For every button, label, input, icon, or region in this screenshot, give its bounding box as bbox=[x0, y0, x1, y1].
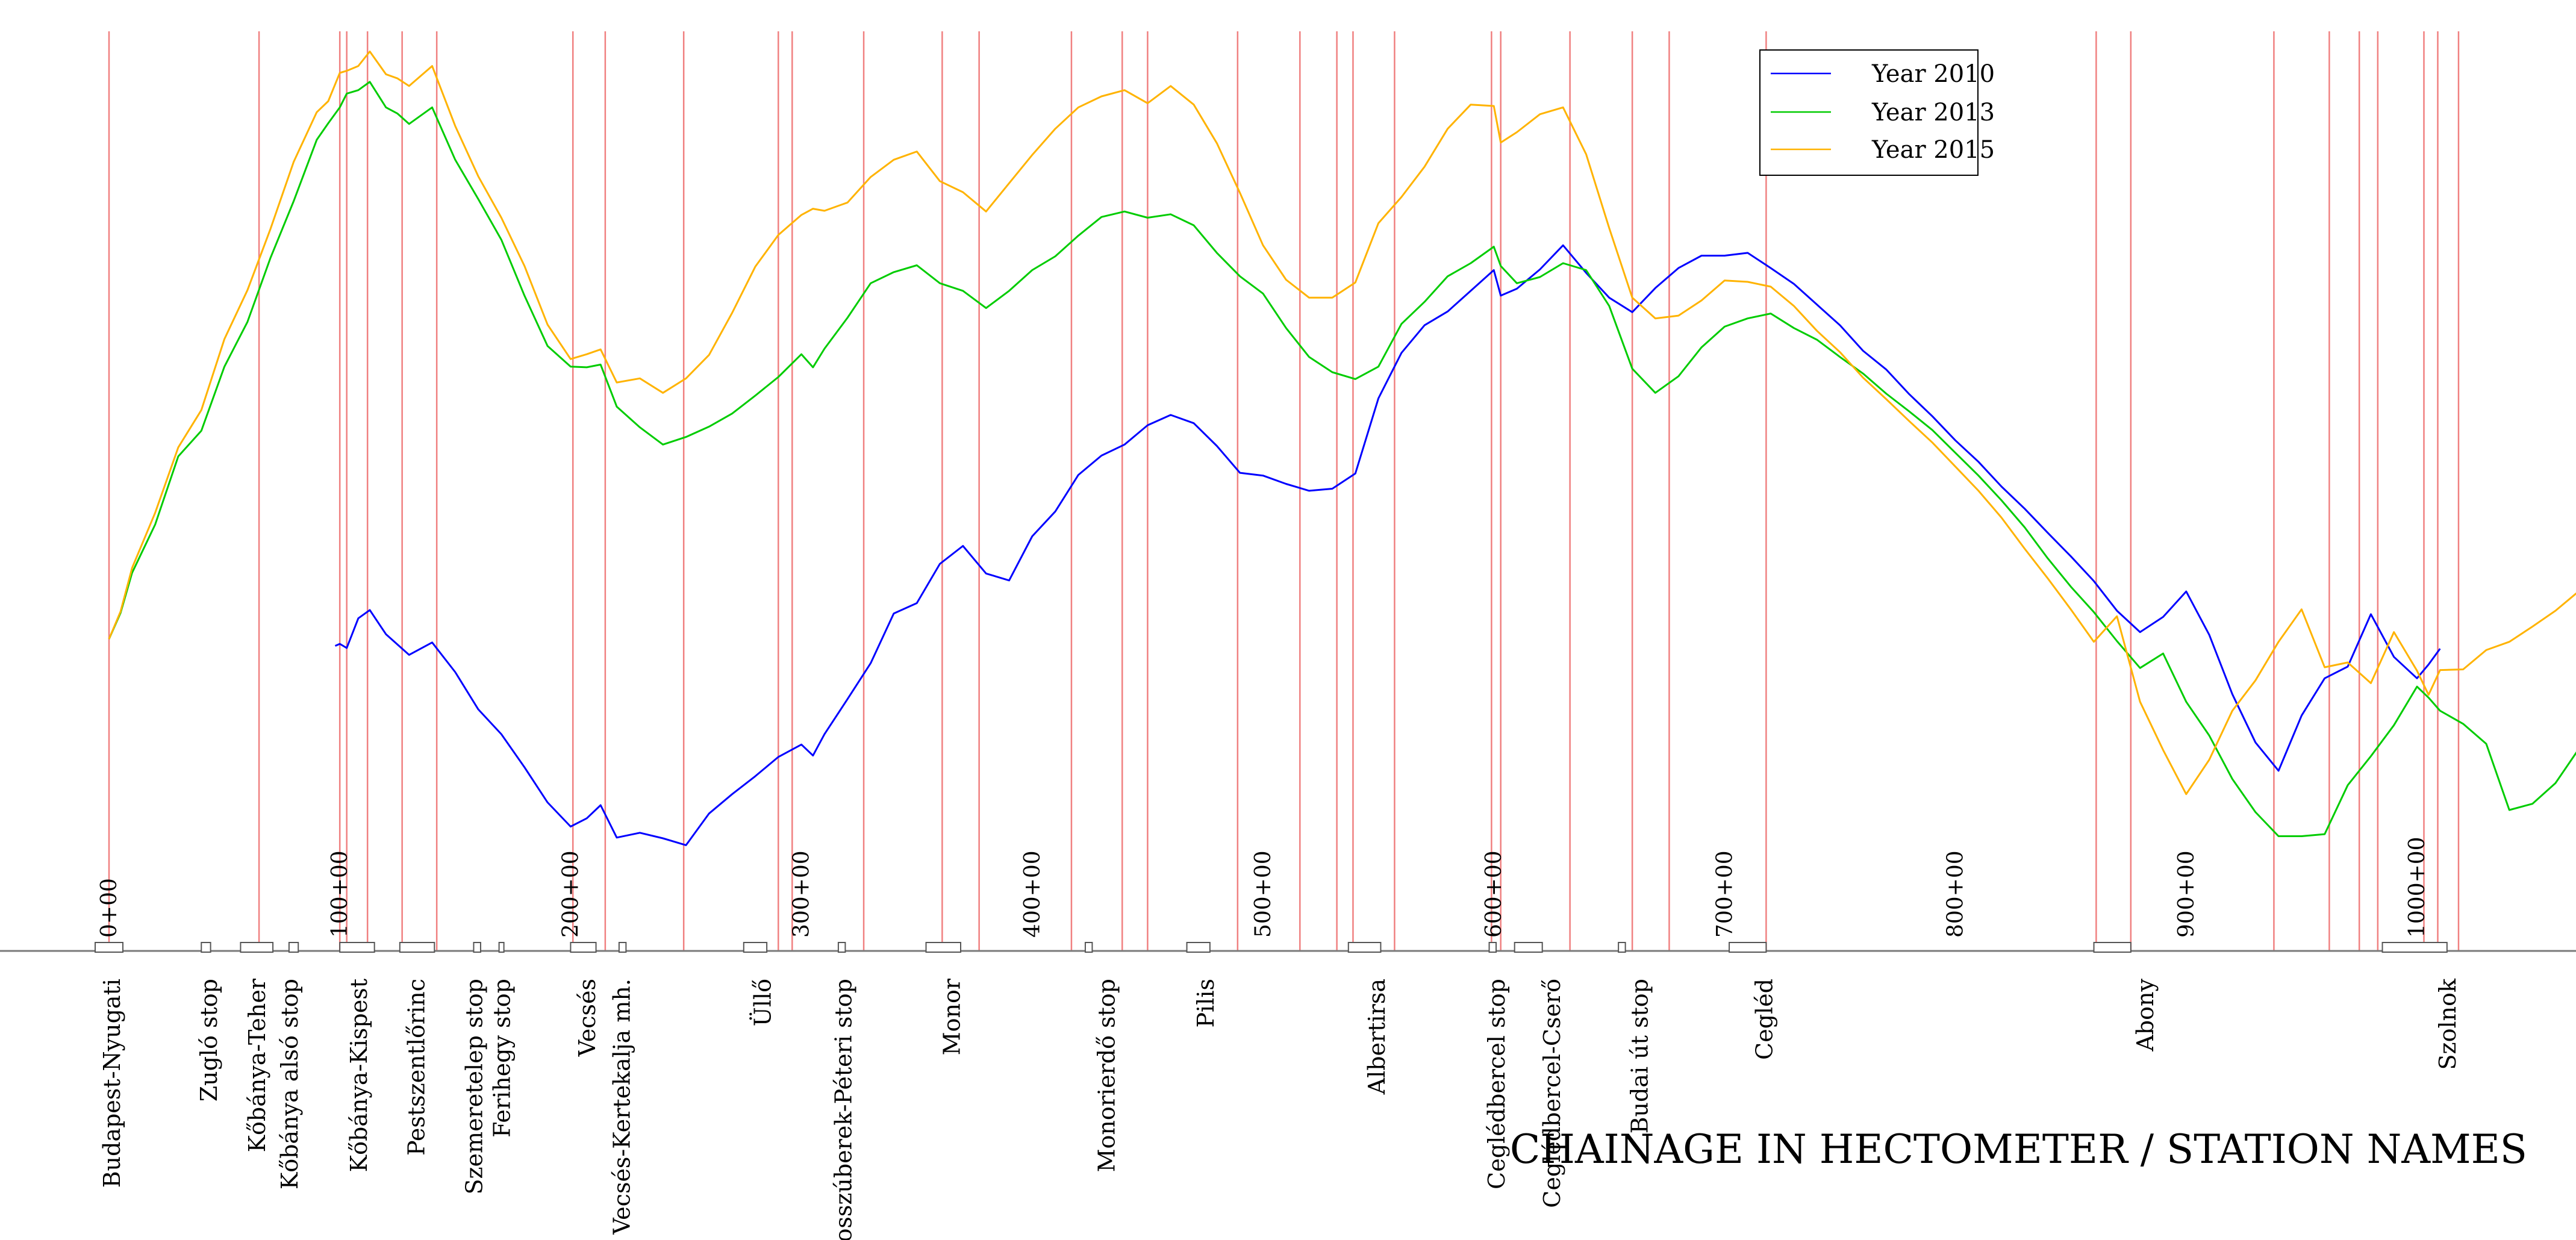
x-axis-title: CHAINAGE IN HECTOMETER / STATION NAMES bbox=[1510, 1126, 2527, 1173]
station-label: Budai út stop bbox=[1627, 979, 1653, 1133]
chainage-tick-labels: 0+00 100+00 200+00 300+00 400+00 500+00 600+00… bbox=[97, 837, 2430, 938]
station-labels: Budapest-Nyugati Zugló stop Kőbánya-Teher K… bbox=[99, 978, 2461, 1240]
station-box bbox=[240, 942, 274, 953]
tick-label: 1000+00 bbox=[2405, 837, 2430, 938]
station-label: Zugló stop bbox=[196, 979, 222, 1101]
station-boxes bbox=[95, 942, 2448, 953]
station-label: Vecsés-Kertekalja mh. bbox=[609, 979, 635, 1235]
station-box bbox=[743, 942, 768, 953]
tick-label: 600+00 bbox=[1482, 850, 1506, 938]
vertical-marker-lines bbox=[108, 31, 2460, 951]
station-box bbox=[201, 942, 211, 953]
station-label: Pilis bbox=[1193, 979, 1219, 1028]
station-label: Szolnok bbox=[2434, 978, 2461, 1070]
station-label: Monor bbox=[939, 978, 965, 1055]
series-line-year-2015 bbox=[108, 51, 2576, 796]
station-box bbox=[1347, 942, 1382, 953]
station-box bbox=[1488, 942, 1497, 953]
station-box bbox=[473, 942, 481, 953]
tick-label: 100+00 bbox=[328, 850, 352, 938]
tick-label: 500+00 bbox=[1251, 850, 1276, 938]
station-label: Budapest-Nyugati bbox=[99, 979, 125, 1188]
station-box bbox=[1186, 942, 1211, 953]
series-lines bbox=[108, 51, 2576, 846]
station-label: Abony bbox=[2132, 978, 2159, 1052]
station-label: Kőbánya alsó stop bbox=[276, 979, 303, 1189]
station-box bbox=[1618, 942, 1626, 953]
station-box bbox=[288, 942, 299, 953]
station-label: Vecsés bbox=[574, 979, 600, 1057]
station-box bbox=[837, 942, 846, 953]
tick-label: 800+00 bbox=[1944, 850, 1968, 938]
tick-label: 700+00 bbox=[1712, 850, 1737, 938]
station-box bbox=[95, 942, 123, 953]
station-label: Ceglédbercel-Cserő bbox=[1539, 979, 1565, 1208]
station-label: Monorierdő stop bbox=[1093, 979, 1120, 1172]
station-box bbox=[399, 942, 435, 953]
legend-label-2015: Year 2015 bbox=[1871, 136, 1995, 164]
station-label: Ceglédbercel stop bbox=[1483, 979, 1510, 1189]
station-label: Cegléd bbox=[1751, 979, 1778, 1060]
legend: Year 2010 Year 2013 Year 2015 bbox=[1759, 49, 1995, 176]
station-label: Üllő bbox=[749, 979, 776, 1026]
legend-label-2010: Year 2010 bbox=[1871, 60, 1995, 88]
station-label: Kőbánya-Teher bbox=[244, 978, 270, 1152]
station-box bbox=[925, 942, 962, 953]
station-label: Hosszúberek-Péteri stop bbox=[831, 979, 857, 1240]
series-line-year-2013 bbox=[108, 81, 2576, 837]
station-label: Kőbánya-Kispest bbox=[346, 979, 372, 1172]
station-box bbox=[618, 942, 627, 953]
station-box bbox=[1514, 942, 1543, 953]
station-box bbox=[498, 942, 505, 953]
tick-label: 400+00 bbox=[1020, 850, 1045, 938]
legend-label-2013: Year 2013 bbox=[1871, 99, 1995, 126]
station-label: Albertirsa bbox=[1364, 979, 1390, 1095]
series-line-year-2010 bbox=[334, 244, 2441, 846]
station-label: Pestszentlőrinc bbox=[404, 979, 430, 1156]
station-box bbox=[339, 942, 375, 953]
station-box bbox=[1084, 942, 1093, 953]
tick-label: 0+00 bbox=[97, 878, 122, 938]
station-box bbox=[1729, 942, 1767, 953]
station-label: Ferihegy stop bbox=[488, 979, 515, 1138]
station-label: Szemeretelep stop bbox=[461, 979, 487, 1195]
station-box bbox=[2093, 942, 2132, 953]
station-box bbox=[2381, 942, 2448, 953]
tick-label: 300+00 bbox=[790, 850, 814, 938]
tick-label: 900+00 bbox=[2174, 850, 2199, 938]
tick-label: 200+00 bbox=[558, 850, 583, 938]
station-box bbox=[570, 942, 597, 953]
